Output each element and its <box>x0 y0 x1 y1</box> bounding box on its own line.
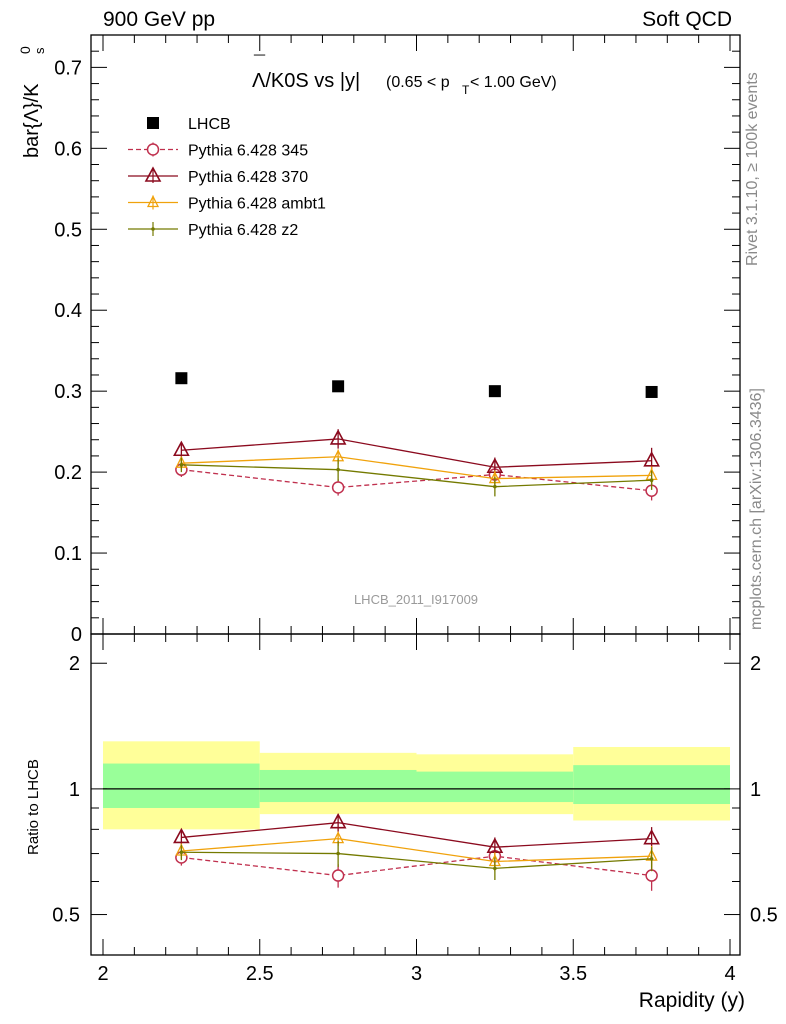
chart-title-cut-end: < 1.00 GeV) <box>470 74 557 91</box>
ratio-data-point <box>649 857 654 861</box>
main-data-point <box>175 372 188 385</box>
main-data-point <box>649 478 654 483</box>
header-left: 900 GeV pp <box>103 8 216 31</box>
main-data-point <box>331 481 345 494</box>
main-data-point <box>332 380 345 393</box>
chart-title: Λ/K0S vs |y| <box>252 70 360 92</box>
ratio-data-point <box>331 869 345 882</box>
main-data-point <box>645 385 658 398</box>
y-axis-label-group: bar{Λ}/K 0 s <box>17 46 47 158</box>
y-tick-label: 0.6 <box>54 138 82 160</box>
ratio-data-point <box>486 837 504 853</box>
y-axis-label-sup: 0 <box>17 46 33 54</box>
x-axis-label: Rapidity (y) <box>639 989 745 1012</box>
header-right: Soft QCD <box>642 8 732 31</box>
legend-label: Pythia 6.428 345 <box>188 143 308 160</box>
ratio-band-inner <box>103 763 260 808</box>
x-tick-label: 3.5 <box>559 963 587 985</box>
ratio-data-point <box>493 866 497 871</box>
ratio-y-tick-label-left: 2 <box>69 653 80 675</box>
ratio-data-point <box>329 812 347 829</box>
main-series-line <box>181 464 652 488</box>
ratio-y-tick-label-left: 0.5 <box>52 905 80 927</box>
ratio-band-inner <box>259 769 417 803</box>
ratio-y-tick-label-right: 2 <box>750 653 761 675</box>
chart-title-overline: ¯ <box>253 53 266 75</box>
legend-label: Pythia 6.428 z2 <box>188 222 298 239</box>
main-data-point <box>493 484 497 489</box>
x-tick-label: 2 <box>97 963 108 985</box>
ratio-y-axis-label-group: Ratio to LHCB <box>25 759 42 855</box>
main-data-point <box>179 463 184 467</box>
ratio-series-line <box>181 851 652 870</box>
ratio-y-axis-label: Ratio to LHCB <box>25 759 42 855</box>
legend-marker <box>146 195 160 208</box>
legend-label: LHCB <box>188 116 231 133</box>
ratio-y-tick-label-left: 1 <box>69 779 80 801</box>
y-axis-label: bar{Λ}/K <box>21 83 43 158</box>
main-series-line <box>181 469 652 492</box>
ratio-series-line <box>181 822 652 848</box>
y-tick-label: 0.5 <box>54 219 82 241</box>
y-tick-label: 0 <box>71 624 82 646</box>
main-data-point <box>336 467 340 472</box>
x-tick-label: 2.5 <box>246 963 274 985</box>
x-tick-label: 4 <box>724 963 735 985</box>
chart-title-cut: (0.65 < p <box>386 74 450 91</box>
ratio-data-point <box>645 869 658 882</box>
legend-marker <box>151 227 155 231</box>
legend-marker <box>147 117 159 129</box>
y-tick-label: 0.2 <box>54 462 82 484</box>
y-tick-label: 0.7 <box>54 57 82 79</box>
main-data-point <box>643 451 660 467</box>
legend-marker <box>144 166 162 182</box>
ratio-y-tick-label-right: 0.5 <box>750 905 778 927</box>
ratio-band-inner <box>416 771 574 803</box>
ratio-data-point <box>179 850 184 855</box>
main-data-point <box>329 429 347 445</box>
ratio-series-line <box>181 855 652 877</box>
ratio-frame <box>90 633 741 956</box>
main-series-line <box>181 438 652 468</box>
x-tick-label: 3 <box>411 963 422 985</box>
mcplots-label: mcplots.cern.ch [arXiv:1306.3436] <box>748 388 765 630</box>
main-data-point <box>488 385 501 398</box>
ratio-data-point <box>336 851 340 856</box>
ratio-series-line <box>181 837 652 863</box>
analysis-watermark: LHCB_2011_I917009 <box>354 592 478 607</box>
rivet-label: Rivet 3.1.10, ≥ 100k events <box>744 72 761 266</box>
y-tick-label: 0.1 <box>54 543 82 565</box>
y-tick-label: 0.3 <box>54 381 82 403</box>
main-series-line <box>181 456 652 480</box>
legend-label: Pythia 6.428 370 <box>188 169 308 186</box>
legend-label: Pythia 6.428 ambt1 <box>188 196 326 213</box>
ratio-data-point <box>643 828 660 845</box>
chart-title-cut-sub: T <box>462 83 470 97</box>
legend-marker <box>146 143 160 156</box>
y-axis-label-sub: s <box>32 47 47 54</box>
ratio-data-point <box>173 827 190 844</box>
ratio-y-tick-label-right: 1 <box>750 779 761 801</box>
main-data-point <box>173 440 190 457</box>
ratio-band-inner <box>573 765 730 805</box>
y-tick-label: 0.4 <box>54 300 82 322</box>
